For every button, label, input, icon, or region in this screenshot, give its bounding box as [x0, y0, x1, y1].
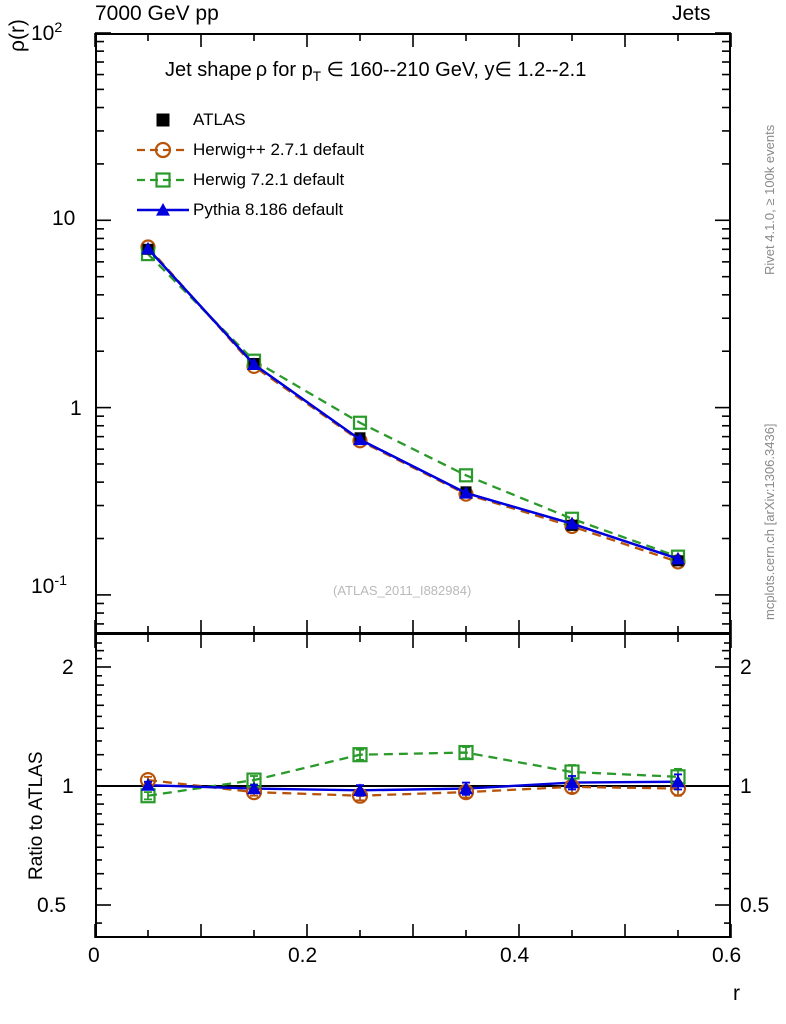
legend-label-herwig7: Herwig 7.2.1 default	[193, 170, 345, 189]
ratio-ytick-0.5-right: 0.5	[740, 894, 770, 917]
ratio-y-axis-label: Ratio to ATLAS	[26, 751, 47, 881]
xtick-0.6: 0.6	[712, 944, 742, 967]
ratio-ytick-0.5-left: 0.5	[37, 894, 67, 917]
ratio-ytick-1-left: 1	[62, 775, 74, 798]
legend-label-herwigpp: Herwig++ 2.7.1 default	[193, 140, 365, 159]
legend-label-pythia: Pythia 8.186 default	[193, 200, 344, 219]
dataset-watermark: (ATLAS_2011_I882984)	[333, 583, 472, 598]
main-panel-frame	[95, 33, 731, 634]
ratio-ytick-1-right: 1	[740, 775, 752, 798]
xtick-0: 0	[88, 944, 100, 967]
ratio-ytick-2-right: 2	[740, 656, 752, 679]
main-y-axis-label: ρ(r)	[6, 19, 29, 52]
header-left: 7000 GeV pp	[95, 2, 219, 25]
legend-label-atlas: ATLAS	[193, 110, 246, 129]
xtick-0.2: 0.2	[288, 944, 318, 967]
x-axis-label: r	[733, 982, 740, 1005]
ratio-panel-frame	[95, 633, 731, 938]
main-ytick-10: 10	[52, 207, 76, 230]
main-ytick-0.1: 10-1	[31, 573, 68, 598]
sidebar-rivet-info: Rivet 4.1.0, ≥ 100k events	[762, 124, 777, 275]
header-right: Jets	[672, 2, 711, 25]
sidebar-mcplots-info: mcplots.cern.ch [arXiv:1306.3436]	[762, 423, 777, 620]
main-ytick-100: 102	[31, 20, 63, 45]
main-ytick-1: 1	[70, 397, 82, 420]
xtick-0.4: 0.4	[500, 944, 530, 967]
ratio-ytick-2-left: 2	[62, 656, 74, 679]
main-plot-title: Jet shape ρ for pT ∈ 160--210 GeV, y∈ 1.…	[165, 59, 587, 84]
